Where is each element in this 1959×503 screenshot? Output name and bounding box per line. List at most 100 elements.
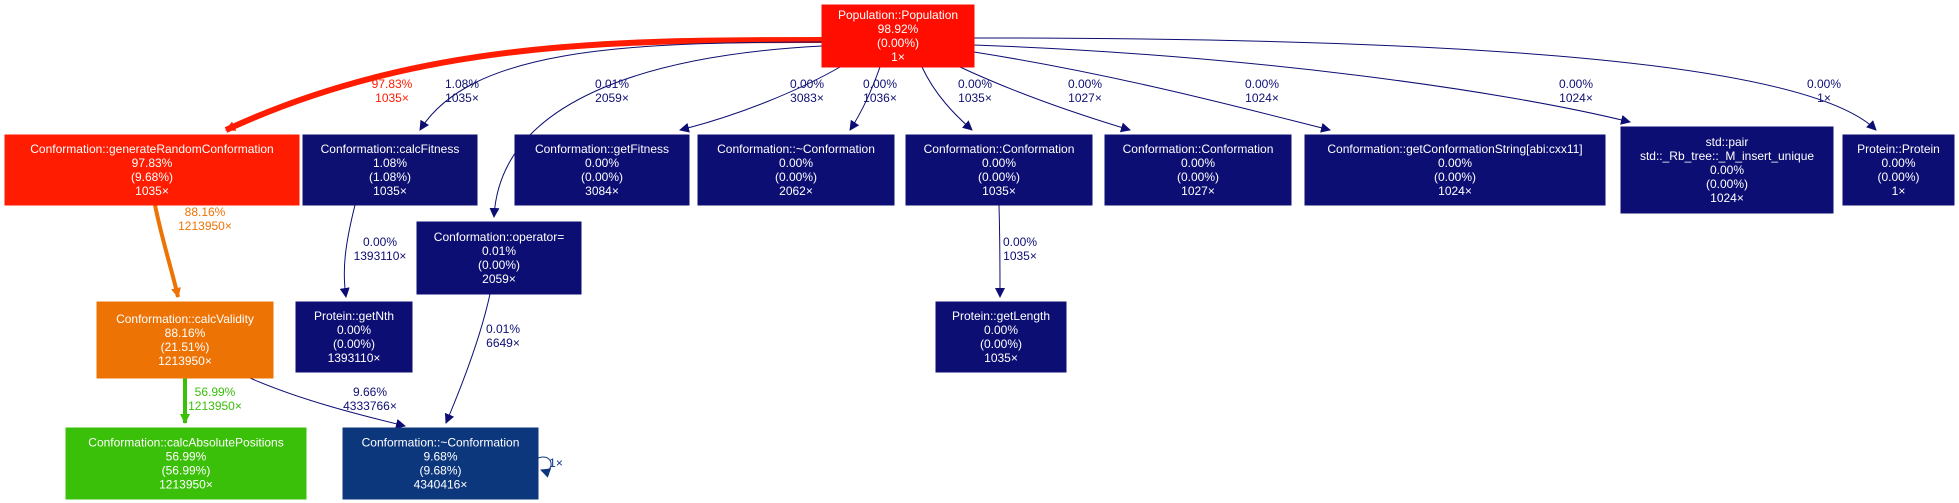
nodes-layer: Population::Population 98.92% (0.00%) 1×Con… (4, 4, 1955, 500)
node-label-line: 88.16% (165, 326, 206, 340)
node-label-line: (9.68%) (131, 170, 173, 184)
edge-dtor-self: 1× (537, 456, 563, 478)
edge-label: 56.99% 1213950× (188, 385, 242, 413)
node-box[interactable] (1104, 134, 1292, 206)
node-label-line: Protein::getNth (314, 309, 394, 323)
edge-label-line: 9.66% (353, 385, 387, 399)
node-pair[interactable]: std::pair std::_Rb_tree::_M_insert_unique… (1620, 126, 1834, 214)
edge-label-line: 0.00% (1807, 77, 1841, 91)
edge-label: 88.16% 1213950× (178, 205, 232, 233)
node-label-line: Population::Population (838, 8, 958, 22)
edge-pop-ctor1027: 0.00% 1027× (959, 66, 1131, 133)
node-label-line: (9.68%) (419, 464, 461, 478)
node-dtor4340416[interactable]: Conformation::~Conformation 9.68% (9.68%) 4… (342, 427, 539, 500)
node-box[interactable] (821, 4, 975, 68)
node-box[interactable] (1842, 134, 1955, 206)
edge-ctor1035-getlength: 0.00% 1035× (994, 204, 1037, 298)
edge-pop-ctor1035: 0.00% 1035× (921, 66, 992, 131)
node-label-line: 56.99% (166, 450, 207, 464)
node-box[interactable] (514, 134, 690, 206)
node-label-line: 1027× (1181, 184, 1215, 198)
edge-line (249, 377, 406, 429)
edge-label-line: 1.08% (445, 77, 479, 91)
node-label: Protein::getNth 0.00% (0.00%) 1393110× (314, 309, 394, 365)
node-label: Conformation::getFitness 0.00% (0.00%) 3084… (535, 142, 669, 198)
node-label: Protein::getLength 0.00% (0.00%) 1035× (952, 309, 1050, 365)
edge-label-line: 0.00% (1068, 77, 1102, 91)
node-label-line: 9.68% (423, 450, 457, 464)
node-box[interactable] (295, 301, 413, 373)
edge-label: 0.00% 1035× (958, 77, 992, 105)
node-label-line: std::pair (1706, 135, 1749, 149)
node-label-line: 0.00% (1438, 156, 1472, 170)
node-getnth[interactable]: Protein::getNth 0.00% (0.00%) 1393110× (295, 301, 413, 373)
node-box[interactable] (96, 301, 274, 379)
node-abspos[interactable]: Conformation::calcAbsolutePositions 56.99… (65, 427, 307, 500)
node-calcfitness[interactable]: Conformation::calcFitness 1.08% (1.08%) 103… (302, 134, 478, 206)
edge-calcvalidity-abspos: 56.99% 1213950× (180, 378, 242, 424)
node-box[interactable] (4, 134, 300, 206)
node-label: Conformation::~Conformation 0.00% (0.00%) 2… (717, 142, 875, 198)
node-label-line: (0.00%) (1177, 170, 1219, 184)
node-label-line: Conformation::getConformationString[abi:… (1327, 142, 1582, 156)
node-box[interactable] (416, 221, 582, 295)
node-label-line: (0.00%) (478, 258, 520, 272)
edge-label-line: 1× (549, 456, 563, 470)
node-protein[interactable]: Protein::Protein 0.00% (0.00%) 1× (1842, 134, 1955, 206)
edge-calcfitness-getnth: 0.00% 1393110× (339, 204, 406, 298)
node-box[interactable] (905, 134, 1093, 206)
edge-label-line: 1035× (1003, 249, 1037, 263)
node-label-line: (0.00%) (581, 170, 623, 184)
node-operator[interactable]: Conformation::operator= 0.01% (0.00%) 2059× (416, 221, 582, 295)
edge-label-line: 1035× (445, 91, 479, 105)
edge-label-line: 56.99% (195, 385, 236, 399)
edges-layer: 97.83% 1035×1.08% 1035×0.01% 2059×0.00% 3083… (153, 37, 1877, 478)
node-label: std::pair std::_Rb_tree::_M_insert_unique… (1640, 135, 1814, 205)
node-label: Conformation::Conformation 0.00% (0.00%) 10… (924, 142, 1075, 198)
node-label-line: 1213950× (159, 478, 213, 492)
edge-label-line: 0.00% (1245, 77, 1279, 91)
node-getstring[interactable]: Conformation::getConformationString[abi:… (1304, 134, 1606, 206)
node-label-line: 0.00% (337, 323, 371, 337)
node-label: Conformation::Conformation 0.00% (0.00%) 10… (1123, 142, 1274, 198)
node-label: Population::Population 98.92% (0.00%) 1× (838, 8, 958, 64)
node-dtor2062[interactable]: Conformation::~Conformation 0.00% (0.00%) 2… (697, 134, 895, 206)
node-label-line: 1213950× (158, 354, 212, 368)
node-label-line: 1024× (1710, 191, 1744, 205)
node-box[interactable] (1304, 134, 1606, 206)
edge-label-line: 1027× (1068, 91, 1102, 105)
node-label-line: (0.00%) (978, 170, 1020, 184)
node-label-line: 1× (891, 50, 905, 64)
node-label-line: Protein::getLength (952, 309, 1050, 323)
edge-label-line: 1024× (1245, 91, 1279, 105)
edge-pop-getfitness: 0.00% 3083× (679, 66, 841, 133)
edge-label: 0.00% 1024× (1559, 77, 1593, 105)
node-box[interactable] (302, 134, 478, 206)
node-calcvalidity[interactable]: Conformation::calcValidity 88.16% (21.51%)… (96, 301, 274, 379)
node-label-line: 2062× (779, 184, 813, 198)
node-box[interactable] (65, 427, 307, 500)
node-label-line: Conformation::calcAbsolutePositions (88, 436, 283, 450)
node-ctor1027[interactable]: Conformation::Conformation 0.00% (0.00%) 10… (1104, 134, 1292, 206)
node-generate[interactable]: Conformation::generateRandomConformation… (4, 134, 300, 206)
node-label-line: 1024× (1438, 184, 1472, 198)
edge-label: 0.01% 6649× (486, 322, 520, 350)
node-label-line: 1035× (984, 351, 1018, 365)
node-ctor1035[interactable]: Conformation::Conformation 0.00% (0.00%) 10… (905, 134, 1093, 206)
node-getfitness[interactable]: Conformation::getFitness 0.00% (0.00%) 3084… (514, 134, 690, 206)
node-label-line: 1.08% (373, 156, 407, 170)
node-label-line: (1.08%) (369, 170, 411, 184)
node-label-line: Conformation::generateRandomConformation (30, 142, 273, 156)
edge-label-line: 88.16% (185, 205, 226, 219)
node-box[interactable] (1620, 126, 1834, 214)
edge-label-line: 0.01% (486, 322, 520, 336)
edge-label-line: 0.00% (863, 77, 897, 91)
edge-line (973, 51, 1331, 133)
node-label-line: 0.00% (984, 323, 1018, 337)
node-population[interactable]: Population::Population 98.92% (0.00%) 1× (821, 4, 975, 68)
node-getlength[interactable]: Protein::getLength 0.00% (0.00%) 1035× (935, 301, 1067, 373)
node-box[interactable] (935, 301, 1067, 373)
node-box[interactable] (697, 134, 895, 206)
node-box[interactable] (342, 427, 539, 500)
node-label-line: 1393110× (328, 351, 381, 365)
